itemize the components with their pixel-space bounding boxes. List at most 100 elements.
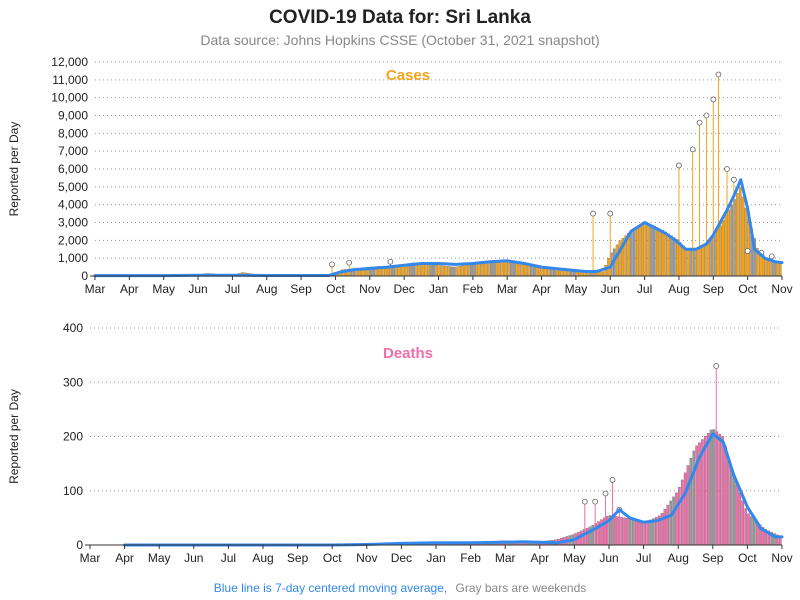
deaths-bar <box>692 450 696 546</box>
cases-xtick-label: Nov <box>359 282 380 296</box>
cases-bar <box>495 260 499 277</box>
cases-bar <box>498 260 501 277</box>
cases-xtick-label: Jul <box>225 282 240 296</box>
cases-xtick-label: Apr <box>532 282 551 296</box>
deaths-bar <box>718 433 721 546</box>
cases-xtick-label: Jan <box>429 282 448 296</box>
cases-bar <box>684 249 688 277</box>
cases-bar <box>635 227 639 277</box>
deaths-bar <box>753 519 756 546</box>
deaths-spike-marker <box>581 498 588 505</box>
footer-moving-average-note: Blue line is 7-day centered moving avera… <box>214 581 447 595</box>
cases-xtick-label: Aug <box>256 282 277 296</box>
cases-bar <box>429 264 433 277</box>
deaths-bar <box>750 516 753 546</box>
cases-ytick-label: 5,000 <box>58 180 88 194</box>
deaths-xtick-label: Apr <box>115 551 134 565</box>
cases-bar <box>449 266 453 277</box>
cases-spike-marker <box>715 71 722 78</box>
cases-xtick-label: Aug <box>668 282 689 296</box>
cases-bar <box>492 261 496 277</box>
deaths-bar <box>735 484 739 546</box>
cases-bar <box>464 264 467 277</box>
cases-bar <box>444 265 447 277</box>
cases-bar <box>681 245 685 277</box>
cases-bar <box>744 207 748 277</box>
cases-bar <box>696 248 699 277</box>
cases-bar <box>638 225 642 277</box>
deaths-xtick-label: May <box>563 551 586 565</box>
cases-bar <box>741 196 745 277</box>
deaths-bar <box>675 492 678 546</box>
cases-bar <box>455 266 459 277</box>
cases-bar <box>386 267 390 277</box>
cases-bar <box>392 267 396 277</box>
cases-bar <box>472 263 476 277</box>
deaths-spike-marker <box>602 490 609 497</box>
cases-ytick-label: 7,000 <box>58 144 88 158</box>
cases-bar <box>687 249 690 277</box>
deaths-bar <box>669 500 672 546</box>
cases-spike-marker <box>329 261 335 268</box>
deaths-bar <box>712 429 716 546</box>
deaths-xtick-label: Oct <box>323 551 342 565</box>
deaths-panel: 0 100 200 300 400 Reported per Day Mar Apr May Ju… <box>7 321 793 565</box>
cases-bar <box>518 262 522 277</box>
cases-bar <box>670 235 673 277</box>
deaths-bar <box>680 479 684 546</box>
cases-bar <box>675 239 679 277</box>
deaths-xtick-label: Nov <box>356 551 377 565</box>
cases-bar <box>673 237 676 277</box>
cases-spike-marker <box>710 96 717 103</box>
cases-spike-marker <box>703 112 710 119</box>
deaths-bar <box>709 429 713 546</box>
cases-bar <box>641 223 645 277</box>
cases-ytick-label: 0 <box>81 269 88 283</box>
cases-xtick-label: Feb <box>463 282 484 296</box>
cases-bar <box>478 262 481 277</box>
cases-bar <box>693 249 696 277</box>
deaths-xtick-label: Jun <box>184 551 203 565</box>
cases-bar <box>601 271 605 277</box>
deaths-bar <box>623 517 626 546</box>
cases-bar <box>515 261 519 277</box>
deaths-xtick-label: May <box>148 551 171 565</box>
cases-panel: 0 1,000 2,000 3,000 4,000 5,000 6,000 7,000 8,00… <box>7 55 793 296</box>
cases-bar <box>653 225 656 277</box>
cases-bar <box>598 271 602 277</box>
cases-bar <box>707 241 710 277</box>
page-title: COVID-19 Data for: Sri Lanka <box>269 7 531 28</box>
cases-bar <box>710 238 713 277</box>
cases-bar <box>446 266 450 277</box>
cases-bar <box>779 263 782 277</box>
deaths-xtick-label: Dec <box>391 551 412 565</box>
deaths-xtick-label: Mar <box>80 551 101 565</box>
deaths-xtick-label: Oct <box>738 551 757 565</box>
cases-moving-average-line <box>93 178 784 278</box>
deaths-chart-label: Deaths <box>383 345 433 362</box>
deaths-bar <box>744 508 747 546</box>
cases-bar <box>644 222 647 277</box>
deaths-xtick-label: Jan <box>426 551 445 565</box>
cases-bar <box>529 264 533 277</box>
cases-spike-marker <box>676 162 682 169</box>
deaths-bar <box>626 518 629 546</box>
cases-bar <box>661 230 665 277</box>
deaths-spike-marker <box>592 498 599 505</box>
cases-xtick-label: Oct <box>738 282 757 296</box>
cases-spike-marker <box>768 253 775 260</box>
cases-bar <box>718 225 722 277</box>
cases-bar <box>458 266 461 277</box>
deaths-xtick-label: Mar <box>495 551 516 565</box>
deaths-bar <box>689 458 693 546</box>
cases-bar <box>655 227 659 277</box>
deaths-xtick-label: Aug <box>252 551 273 565</box>
cases-bar <box>547 268 550 277</box>
cases-ytick-label: 2,000 <box>58 233 88 247</box>
cases-xtick-label: Jul <box>637 282 652 296</box>
cases-ytick-label: 4,000 <box>58 198 88 212</box>
cases-xtick-label: Sep <box>290 282 312 296</box>
cases-spike-marker <box>724 166 730 172</box>
deaths-bar <box>747 513 750 546</box>
